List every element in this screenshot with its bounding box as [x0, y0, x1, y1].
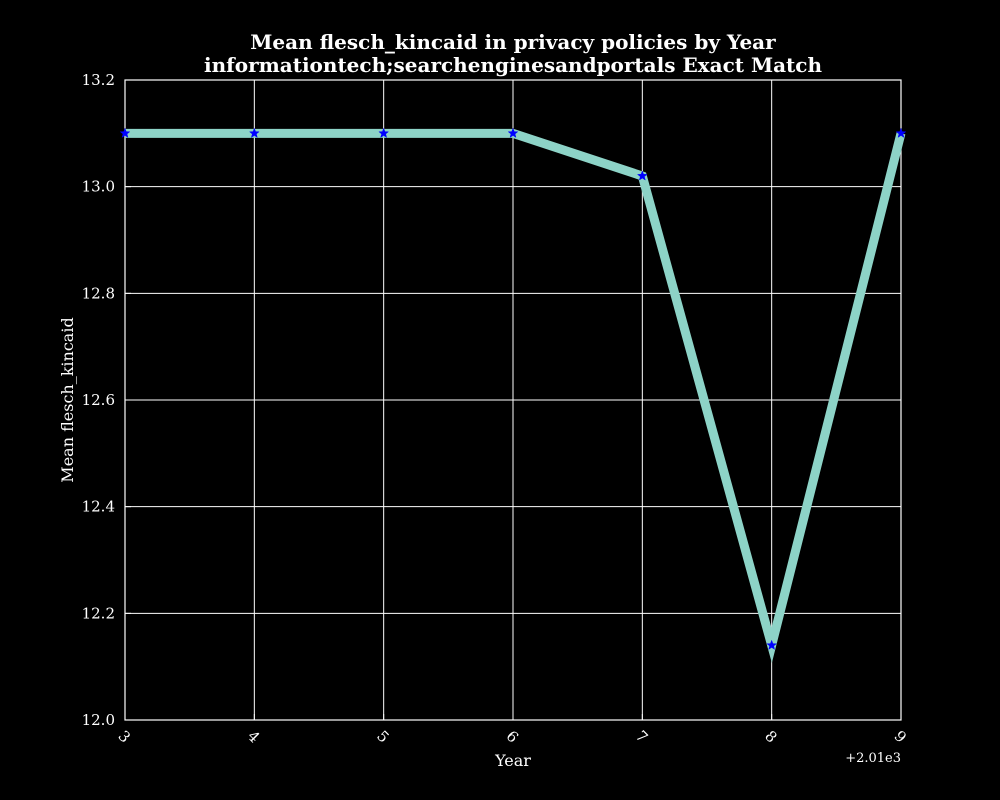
- x-axis-label: Year: [494, 751, 531, 770]
- y-tick-label: 12.8: [82, 284, 115, 302]
- y-tick-label: 13.2: [82, 71, 115, 89]
- y-axis-label: Mean flesch_kincaid: [58, 317, 77, 482]
- data-point-marker: [507, 127, 519, 138]
- x-offset-label: +2.01e3: [845, 751, 901, 766]
- data-point-marker: [895, 127, 907, 138]
- data-point-marker: [248, 127, 260, 138]
- chart-subtitle: informationtech;searchenginesandportals …: [204, 53, 822, 77]
- chart-title: Mean flesch_kincaid in privacy policies …: [250, 30, 776, 54]
- y-tick-label: 13.0: [82, 178, 115, 196]
- data-point-marker: [119, 127, 131, 138]
- y-tick-label: 12.0: [82, 711, 115, 729]
- y-tick-label: 12.2: [82, 604, 115, 622]
- series: [119, 127, 907, 663]
- y-ticks: 12.0 12.2 12.4 12.6 12.8 13.0 13.2: [82, 71, 131, 729]
- data-point-marker: [378, 127, 390, 138]
- data-point-marker: [766, 639, 778, 650]
- y-tick-label: 12.4: [82, 498, 115, 516]
- y-tick-label: 12.6: [82, 391, 115, 409]
- data-point-marker: [636, 170, 648, 181]
